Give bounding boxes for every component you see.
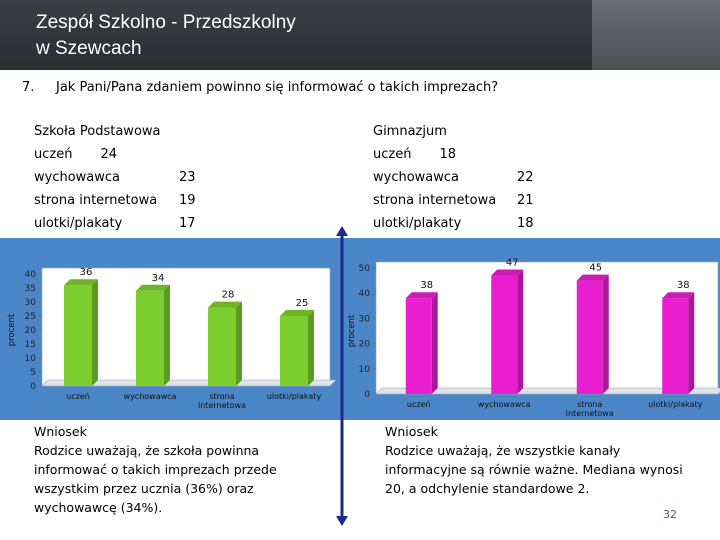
left-row-0: uczeń 24 <box>34 147 117 162</box>
right-row-0: uczeń 18 <box>373 147 456 162</box>
left-row-1: wychowawca 23 <box>34 170 196 185</box>
bar-top <box>64 279 98 286</box>
left-conclusion-heading: Wniosek <box>34 424 87 439</box>
bar-top <box>280 310 314 316</box>
right-row-3: ulotki/plakaty 18 <box>373 216 534 231</box>
y-axis-label: procent <box>7 313 17 346</box>
bar-side <box>431 292 438 394</box>
question-text: Jak Pani/Pana zdaniem powinno się inform… <box>56 80 499 95</box>
y-tick-label: 5 <box>30 368 36 378</box>
y-tick-label: 35 <box>25 284 36 294</box>
slide-title: Zespół Szkolno - Przedszkolny w Szewcach <box>36 10 296 62</box>
y-axis-label: procent <box>347 314 357 347</box>
bar-value-label: 25 <box>296 298 309 309</box>
left-conclusion-text: Rodzice uważają, że szkoła powinna infor… <box>34 443 277 515</box>
bar <box>576 280 603 394</box>
bar-side <box>92 279 98 386</box>
y-tick-label: 10 <box>25 354 37 364</box>
bar <box>491 275 518 394</box>
divider-arrow-icon <box>336 226 348 526</box>
x-tick-label: wychowawca <box>478 400 531 409</box>
bar-value-label: 36 <box>80 267 93 278</box>
y-tick-label: 25 <box>25 312 36 322</box>
left-summary: Szkoła Podstawowa uczeń 24 wychowawca 23 s… <box>34 120 196 235</box>
x-tick-label: strona <box>209 392 234 401</box>
x-tick-label: uczeń <box>407 400 431 409</box>
bar <box>662 298 689 394</box>
bar-top <box>576 274 609 281</box>
bar-value-label: 38 <box>677 280 690 291</box>
chart-szkola-podstawowa: 0 5 10 15 20 25 30 35 40 procent 36 uczeń 34 wychowaw… <box>7 267 336 410</box>
bar <box>136 290 164 386</box>
bar-side <box>308 310 314 386</box>
y-tick-label: 0 <box>30 382 36 392</box>
y-tick-label: 10 <box>359 365 371 375</box>
header-accent-box <box>592 0 720 70</box>
y-tick-label: 30 <box>25 298 37 308</box>
right-conclusion-heading: Wniosek <box>385 424 438 439</box>
x-tick-label: ulotki/plakaty <box>648 400 703 409</box>
bar <box>405 298 432 394</box>
y-tick-label: 20 <box>25 326 37 336</box>
left-summary-title: Szkoła Podstawowa <box>34 124 161 139</box>
bar-top <box>491 269 524 276</box>
x-tick-label: internetowa <box>198 401 246 410</box>
right-row-2: strona internetowa 21 <box>373 193 534 208</box>
y-tick-label: 50 <box>359 264 371 274</box>
page-number: 32 <box>663 508 677 521</box>
bar-side <box>602 274 609 394</box>
right-conclusion: Wniosek Rodzice uważają, że wszystkie ka… <box>385 422 685 498</box>
left-conclusion: Wniosek Rodzice uważają, że szkoła powin… <box>34 422 324 517</box>
right-row-1: wychowawca 22 <box>373 170 534 185</box>
left-row-3: ulotki/plakaty 17 <box>34 216 196 231</box>
y-tick-label: 0 <box>364 390 370 400</box>
bar-value-label: 34 <box>152 273 165 284</box>
question-number: 7. <box>22 80 35 95</box>
bar-value-label: 28 <box>222 290 235 301</box>
bar-top <box>662 292 695 299</box>
right-summary: Gimnazjum uczeń 18 wychowawca 22 strona in… <box>373 120 534 235</box>
title-line-2: w Szewcach <box>36 38 142 59</box>
y-tick-label: 40 <box>359 289 371 299</box>
left-row-2: strona internetowa 19 <box>34 193 196 208</box>
survey-question: 7. Jak Pani/Pana zdaniem powinno się info… <box>22 80 498 95</box>
bar-side <box>236 301 242 386</box>
x-tick-label: strona <box>577 400 602 409</box>
bar <box>64 285 92 386</box>
y-tick-label: 40 <box>25 270 37 280</box>
x-tick-label: ulotki/plakaty <box>267 392 322 401</box>
bar-side <box>164 284 170 386</box>
right-conclusion-text: Rodzice uważają, że wszystkie kanały inf… <box>385 443 683 496</box>
y-tick-label: 15 <box>25 340 36 350</box>
bar <box>208 307 236 386</box>
y-tick-label: 30 <box>359 314 371 324</box>
title-line-1: Zespół Szkolno - Przedszkolny <box>36 12 296 33</box>
x-tick-label: internetowa <box>566 409 614 418</box>
bar-top <box>208 301 242 308</box>
chart-gimnazjum: 0 10 20 30 40 50 procent 38 uczeń 47 wychowawca 45 s… <box>347 258 720 418</box>
plot-floor <box>375 387 720 395</box>
bar-side <box>688 292 695 394</box>
bar-value-label: 38 <box>420 280 433 291</box>
x-tick-label: uczeń <box>66 392 90 401</box>
bar <box>280 316 308 386</box>
bar-top <box>136 284 170 291</box>
right-summary-title: Gimnazjum <box>373 124 447 139</box>
y-tick-label: 20 <box>359 340 371 350</box>
bar-top <box>405 292 438 299</box>
bar-side <box>517 269 524 394</box>
bar-value-label: 45 <box>589 263 602 274</box>
x-tick-label: wychowawca <box>124 392 177 401</box>
bar-value-label: 47 <box>506 258 519 269</box>
